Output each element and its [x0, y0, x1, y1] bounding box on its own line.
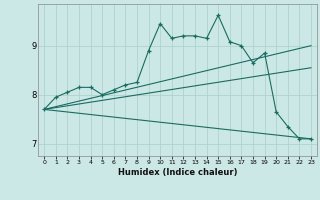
X-axis label: Humidex (Indice chaleur): Humidex (Indice chaleur) [118, 168, 237, 177]
